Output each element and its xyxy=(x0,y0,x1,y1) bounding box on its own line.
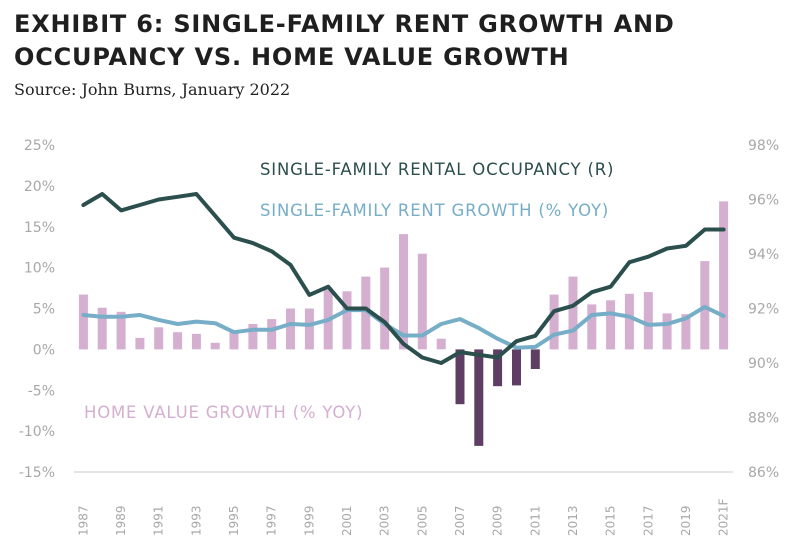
bar-1994 xyxy=(210,342,220,350)
occupancy-line xyxy=(81,192,726,365)
left-tick-label: -5% xyxy=(28,383,55,399)
bar-2019 xyxy=(681,314,691,350)
bar-1987 xyxy=(78,294,88,350)
left-tick-label: -10% xyxy=(19,424,55,440)
rent-growth-line xyxy=(81,304,726,350)
bar-1988 xyxy=(97,307,107,350)
left-tick-label: 10% xyxy=(24,261,55,277)
bar-2002 xyxy=(361,276,371,350)
home-value-bars xyxy=(78,201,729,446)
x-tick-label: 2001 xyxy=(340,505,354,536)
bar-2001 xyxy=(342,291,352,350)
x-tick-label: 2019 xyxy=(679,505,693,536)
bar-2014 xyxy=(587,304,597,350)
bar-2013 xyxy=(568,276,578,350)
x-tick-label: 1999 xyxy=(302,505,316,536)
bar-2010 xyxy=(512,349,521,386)
bar-2003 xyxy=(380,267,390,350)
bar-2007 xyxy=(455,349,465,405)
source-note: Source: John Burns, January 2022 xyxy=(14,80,291,99)
chart-title-line-1: EXHIBIT 6: SINGLE-FAMILY RENT GROWTH AND xyxy=(14,10,675,38)
bar-1991 xyxy=(154,327,164,350)
bar-2021F xyxy=(719,201,729,350)
bar-1999 xyxy=(304,308,314,350)
chart-title: EXHIBIT 6: SINGLE-FAMILY RENT GROWTH AND… xyxy=(14,8,675,74)
right-tick-label: 92% xyxy=(748,302,779,318)
right-tick-label: 96% xyxy=(748,193,779,209)
home-value-bars-label: HOME VALUE GROWTH (% YOY) xyxy=(84,403,363,422)
bar-2005 xyxy=(417,253,427,350)
bar-1996 xyxy=(248,324,258,350)
bar-1992 xyxy=(173,332,183,350)
left-tick-label: -15% xyxy=(19,465,55,481)
bar-1998 xyxy=(286,308,295,350)
chart-title-line-2: OCCUPANCY VS. HOME VALUE GROWTH xyxy=(14,43,570,71)
right-tick-label: 86% xyxy=(748,465,779,481)
bar-2006 xyxy=(436,338,446,350)
occupancy-line-label: SINGLE-FAMILY RENTAL OCCUPANCY (R) xyxy=(260,160,614,179)
x-tick-label: 1989 xyxy=(114,505,128,536)
x-tick-label: 2013 xyxy=(566,505,580,536)
left-tick-label: 25% xyxy=(24,138,55,154)
x-tick-label: 1991 xyxy=(152,505,166,536)
right-tick-label: 98% xyxy=(748,138,779,154)
right-tick-label: 94% xyxy=(748,247,779,263)
rent-growth-line-label: SINGLE-FAMILY RENT GROWTH (% YOY) xyxy=(260,201,609,220)
axis-ticks: -15% -10% -5% 0% 5% 10% 15% 20% 25% 86% 88% 90% 92% 9… xyxy=(19,138,779,536)
bar-2009 xyxy=(493,349,503,387)
bar-2008 xyxy=(474,349,484,446)
left-tick-label: 0% xyxy=(33,342,55,358)
x-tick-label: 2017 xyxy=(641,505,655,536)
chart-lines xyxy=(81,192,726,365)
x-tick-label: 2007 xyxy=(453,505,467,536)
x-tick-label: 1987 xyxy=(76,505,90,536)
bar-2004 xyxy=(399,234,408,350)
bar-2015 xyxy=(606,300,616,350)
x-tick-label: 2011 xyxy=(528,505,542,536)
x-tick-label: 2015 xyxy=(604,505,618,536)
bar-1990 xyxy=(135,337,145,350)
x-tick-label: 1993 xyxy=(189,505,203,536)
left-tick-label: 15% xyxy=(24,220,55,236)
right-tick-label: 90% xyxy=(748,356,779,372)
x-tick-label: 2009 xyxy=(491,505,505,536)
left-tick-label: 20% xyxy=(24,179,55,195)
x-tick-label: 1997 xyxy=(265,505,279,536)
bar-2011 xyxy=(530,349,540,369)
x-tick-label: 2021F xyxy=(717,498,731,536)
bar-2018 xyxy=(662,313,672,350)
right-tick-label: 88% xyxy=(748,411,779,427)
left-tick-label: 5% xyxy=(33,302,55,318)
bar-1993 xyxy=(191,333,201,350)
bar-1995 xyxy=(229,331,239,350)
bar-1997 xyxy=(267,319,277,350)
x-tick-label: 2003 xyxy=(378,505,392,536)
bar-2017 xyxy=(643,292,653,350)
x-tick-label: 1995 xyxy=(227,505,241,536)
bar-1989 xyxy=(116,311,126,350)
bar-2012 xyxy=(549,294,559,350)
bar-2016 xyxy=(624,293,634,350)
x-tick-label: 2005 xyxy=(415,505,429,536)
